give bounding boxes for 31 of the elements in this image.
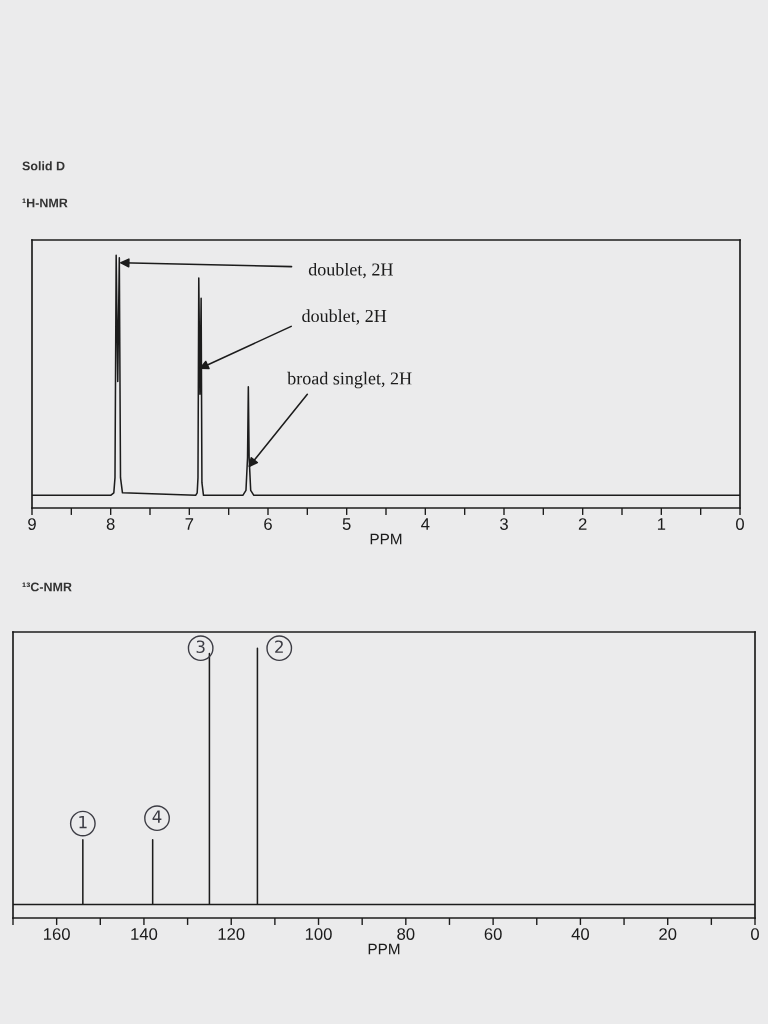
x-tick-label: 5 — [342, 518, 351, 530]
annotation: doublet, 2H — [308, 262, 393, 279]
x-tick-label: 140 — [131, 928, 158, 940]
x-tick-label: 120 — [218, 928, 245, 940]
x-tick-label: 0 — [751, 928, 759, 940]
annotation: 2 — [275, 640, 283, 653]
chart-title: ¹³C-NMR — [22, 582, 72, 592]
x-tick-label: 60 — [484, 928, 502, 940]
x-tick-label: 1 — [657, 518, 666, 530]
x-tick-label: 100 — [305, 928, 332, 940]
annotation: 3 — [196, 640, 205, 654]
x-tick-label: 160 — [44, 928, 70, 940]
x-axis-title: PPM — [370, 533, 402, 545]
x-axis-title: PPM — [368, 943, 400, 955]
x-tick-label: 20 — [659, 928, 677, 940]
x-tick-label: 9 — [28, 518, 36, 530]
annotation: 4 — [152, 810, 162, 823]
annotation: doublet, 2H — [302, 309, 387, 325]
x-tick-label: 8 — [106, 518, 115, 530]
x-tick-label: 80 — [397, 928, 415, 940]
x-tick-label: 40 — [571, 928, 590, 940]
x-tick-label: 3 — [500, 518, 508, 530]
x-tick-label: 7 — [185, 518, 194, 530]
x-tick-label: 2 — [578, 518, 587, 530]
annotation: broad singlet, 2H — [287, 371, 412, 389]
annotation: 1 — [79, 816, 87, 829]
x-tick-label: 6 — [264, 518, 272, 530]
x-tick-label: 0 — [736, 518, 744, 530]
chart-title: Solid D — [22, 161, 65, 171]
x-tick-label: 4 — [421, 518, 430, 530]
chart-subtitle: ¹H-NMR — [22, 198, 68, 208]
